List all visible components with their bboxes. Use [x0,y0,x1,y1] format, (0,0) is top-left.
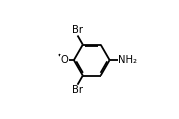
Text: NH₂: NH₂ [118,55,137,65]
Text: O: O [61,55,69,65]
Text: Br: Br [72,25,83,35]
Text: Br: Br [72,85,83,95]
